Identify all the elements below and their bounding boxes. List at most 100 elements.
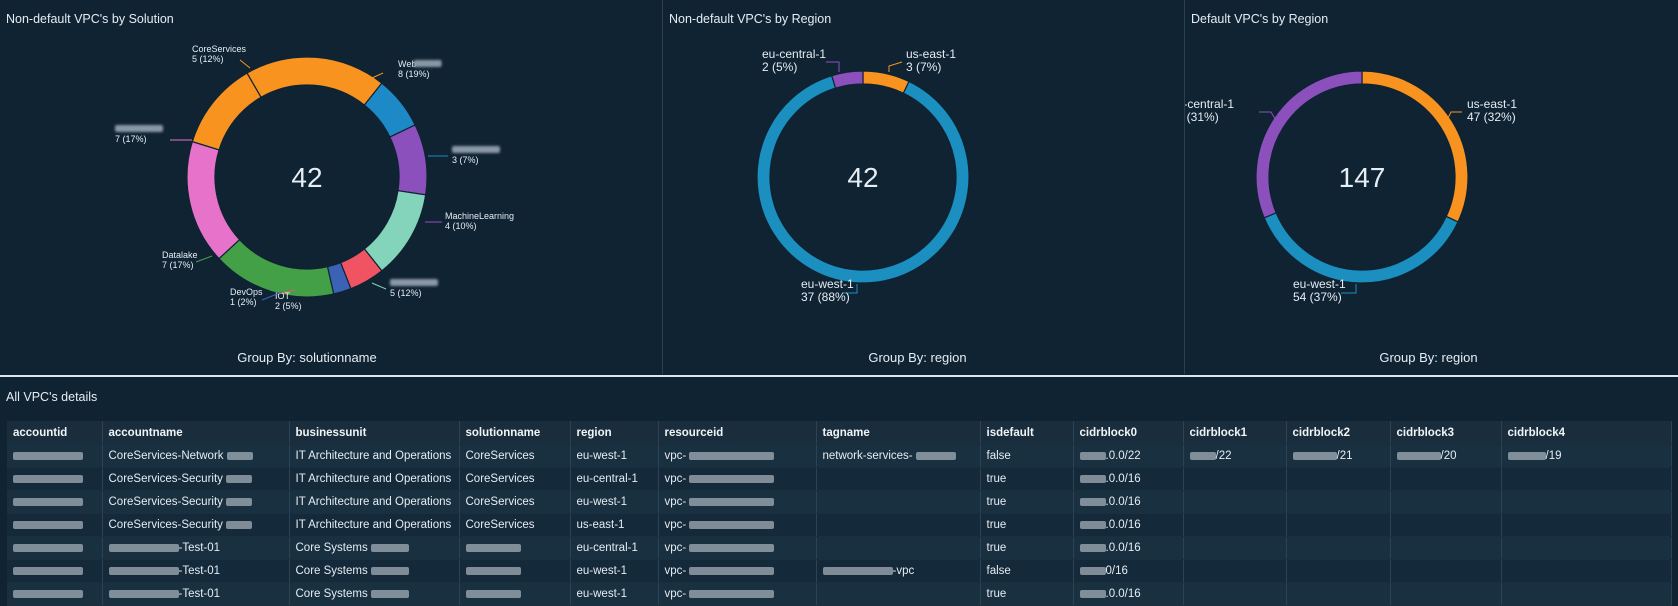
cell-region: eu-west-1 [570, 559, 659, 583]
cell-accountid [7, 559, 103, 583]
donut-slice-3[interactable] [363, 190, 427, 272]
redacted-value [689, 474, 775, 483]
cell-accountname: CoreServices-Security [102, 490, 290, 514]
cell-accountname: -Test-01 [102, 536, 290, 560]
slice-name: eu-west-1 [801, 277, 854, 291]
col-header-cidrblock2[interactable]: cidrblock2 [1286, 421, 1391, 445]
cell-cidrblock3 [1390, 582, 1502, 606]
col-header-cidrblock3[interactable]: cidrblock3 [1390, 421, 1502, 445]
slice-name: CoreServices [192, 44, 247, 54]
cell-cidrblock1 [1183, 559, 1287, 583]
col-header-accountid[interactable]: accountid [7, 421, 103, 445]
col-header-cidrblock1[interactable]: cidrblock1 [1183, 421, 1287, 445]
chart-panel-region-nondefault: Non-default VPC's by Region 42 us-east-1 3… [663, 0, 1185, 374]
slice-name: IOT [275, 291, 291, 301]
donut-slice-2[interactable] [1255, 70, 1363, 219]
redacted-value [1079, 589, 1106, 598]
redacted-value [1079, 451, 1106, 460]
table-row[interactable]: CoreServices-Security IT Architecture an… [7, 513, 1672, 537]
cell-businessunit: IT Architecture and Operations [289, 467, 460, 491]
redacted-value [226, 520, 253, 529]
cell-region: eu-central-1 [570, 467, 659, 491]
table-row[interactable]: CoreServices-Security IT Architecture an… [7, 467, 1672, 491]
cell-cidrblock3 [1390, 513, 1502, 537]
cell-businessunit: IT Architecture and Operations [289, 513, 460, 537]
redacted-value [822, 566, 893, 575]
donut-slice-8[interactable] [191, 72, 262, 151]
col-header-cidrblock0[interactable]: cidrblock0 [1073, 421, 1184, 445]
redacted-value [13, 566, 83, 575]
col-header-solutionname[interactable]: solutionname [459, 421, 571, 445]
cell-businessunit: Core Systems [289, 559, 460, 583]
cell-accountid [7, 490, 103, 514]
slice-value: 5 (12%) [192, 54, 224, 64]
slice-name: Datalake [162, 250, 198, 260]
slice-label: us-east-147 (32%) [1467, 97, 1517, 124]
slice-label: 7 (17%) [115, 125, 163, 144]
redacted-value [915, 451, 956, 460]
col-header-accountname[interactable]: accountname [102, 421, 290, 445]
cell-cidrblock2 [1286, 490, 1391, 514]
donut-chart-region-nondefault[interactable]: 42 us-east-13 (7%) eu-west-137 (88%) eu-cen… [663, 0, 1184, 374]
donut-slice-0[interactable] [862, 70, 910, 95]
slice-label: 5 (12%) [390, 279, 438, 298]
cell-cidrblock2 [1286, 513, 1391, 537]
slice-label: us-east-13 (7%) [906, 47, 956, 74]
redacted-value [13, 497, 83, 506]
leader-line [1341, 284, 1357, 294]
table-row[interactable]: CoreServices-Network IT Architecture and… [7, 444, 1672, 468]
cell-cidrblock1 [1183, 513, 1287, 537]
table-row[interactable]: -Test-01 Core Systems eu-central-1 vpc- tr… [7, 536, 1672, 560]
redacted-value [1079, 520, 1106, 529]
cell-cidrblock0: .0.0/16 [1073, 536, 1184, 560]
donut-slice-1[interactable] [1263, 212, 1459, 284]
cell-cidrblock2 [1286, 559, 1391, 583]
table-row[interactable]: -Test-01 Core Systems eu-west-1 vpc- true.… [7, 582, 1672, 606]
cell-resourceid: vpc- [658, 513, 817, 537]
cell-accountname: CoreServices-Network [102, 444, 290, 468]
slice-value: 7 (17%) [115, 134, 147, 144]
slice-name: MachineLearning [445, 211, 514, 221]
donut-slice-0[interactable] [246, 56, 383, 106]
cell-accountid [7, 513, 103, 537]
redacted-value [13, 543, 83, 552]
table-row[interactable]: CoreServices-Security IT Architecture an… [7, 490, 1672, 514]
donut-slice-2[interactable] [831, 70, 864, 89]
slice-value: 4 (10%) [445, 221, 477, 231]
col-header-region[interactable]: region [570, 421, 659, 445]
redacted-value [226, 474, 253, 483]
leader-line [888, 61, 903, 72]
donut-slice-7[interactable] [186, 140, 241, 260]
cell-tagname [816, 536, 981, 560]
cell-cidrblock1 [1183, 467, 1287, 491]
col-header-isdefault[interactable]: isdefault [980, 421, 1074, 445]
slice-value: 3 (7%) [452, 155, 479, 165]
slice-value: 47 (32%) [1467, 110, 1516, 124]
col-header-resourceid[interactable]: resourceid [658, 421, 817, 445]
cell-resourceid: vpc- [658, 467, 817, 491]
cell-solutionname: CoreServices [459, 467, 571, 491]
col-header-tagname[interactable]: tagname [816, 421, 981, 445]
slice-value: 54 (37%) [1293, 290, 1342, 304]
col-header-businessunit[interactable]: businessunit [289, 421, 460, 445]
cell-accountname: CoreServices-Security [102, 513, 290, 537]
col-header-cidrblock4[interactable]: cidrblock4 [1501, 421, 1672, 445]
donut-slice-2[interactable] [389, 124, 428, 196]
slice-value: 8 (19%) [398, 69, 430, 79]
donut-slice-0[interactable] [1361, 70, 1469, 223]
center-total: 42 [291, 162, 322, 193]
leader-line [371, 282, 387, 290]
group-by-label: Group By: solutionname [237, 350, 377, 365]
cell-cidrblock0: .0.0/16 [1073, 490, 1184, 514]
cell-isdefault: true [980, 490, 1074, 514]
redacted-value [370, 543, 409, 552]
cell-isdefault: true [980, 513, 1074, 537]
table-row[interactable]: -Test-01 Core Systems eu-west-1 vpc- -vpc f… [7, 559, 1672, 583]
cell-isdefault: true [980, 536, 1074, 560]
slice-label: eu-west-154 (37%) [1293, 277, 1346, 304]
